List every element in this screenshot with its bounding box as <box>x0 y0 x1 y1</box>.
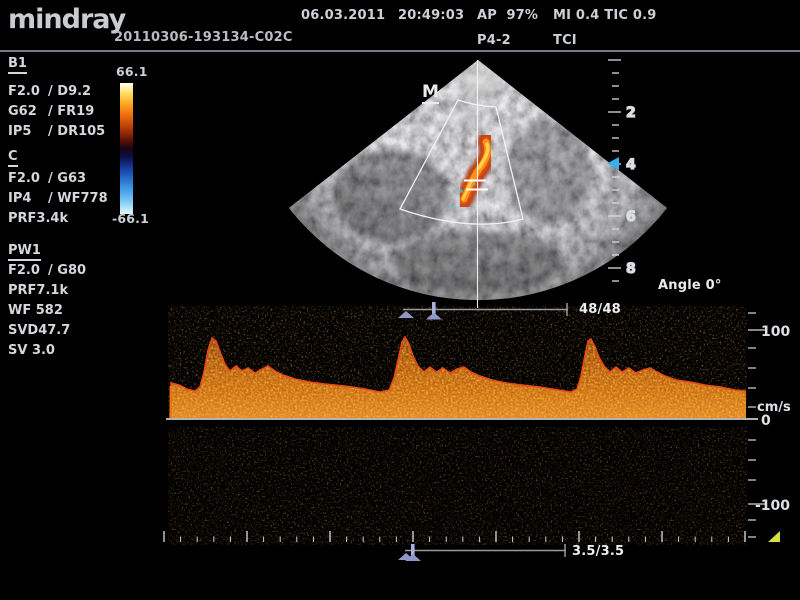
doppler-angle-label: Angle 0° <box>658 278 722 293</box>
frame-scrollbar <box>398 302 568 320</box>
sweep-position-arrow <box>768 531 780 542</box>
color-roi-box[interactable] <box>399 99 524 225</box>
cine-counter: 3.5/3.5 <box>572 544 625 559</box>
depth-label: 8 <box>626 261 636 277</box>
auto-trace-line <box>169 335 747 418</box>
color-scale-min: -66.1 <box>112 211 150 226</box>
c-param-row: F2.0/ G63 <box>8 171 87 186</box>
pw-param-row: F2.0/ G80 <box>8 263 87 278</box>
frame-scroll-handle[interactable] <box>432 302 436 317</box>
pw-param-row: SVD47.7 <box>8 323 71 338</box>
color-scale-bar <box>120 83 133 214</box>
color-mode-title: C <box>8 149 18 167</box>
b-param-row: F2.0/ D9.2 <box>8 84 92 99</box>
time-ruler <box>163 531 746 542</box>
pw-param-row: SV 3.0 <box>8 343 55 358</box>
velocity-unit-label: cm/s <box>757 400 791 415</box>
sample-volume-gate[interactable] <box>464 179 488 191</box>
b-mode-title: B1 <box>8 56 27 74</box>
frame-scroll-marker[interactable] <box>398 311 414 318</box>
orientation-mark: M <box>422 82 440 104</box>
frame-counter: 48/48 <box>579 302 621 317</box>
b-param-row: IP5/ DR105 <box>8 124 106 139</box>
spectral-display: 100 0 -100 cm/s <box>163 306 791 545</box>
velocity-label: -100 <box>755 498 790 514</box>
pw-param-row: PRF7.1k <box>8 283 69 298</box>
c-param-row: PRF3.4k <box>8 211 69 226</box>
imaging-mode: TCI <box>553 33 577 48</box>
exam-id: 20110306-193134-C02C <box>114 30 293 45</box>
depth-label: 2 <box>626 105 636 121</box>
cine-scroll-handle[interactable] <box>411 544 415 558</box>
mi-ti-indices: MI 0.4 TIC 0.9 <box>553 8 657 23</box>
exam-date: 06.03.2011 <box>301 8 386 23</box>
b-param-row: G62/ FR19 <box>8 104 95 119</box>
depth-label: 6 <box>626 209 636 225</box>
depth-scale: 2 4 6 8 <box>608 59 637 282</box>
acoustic-power: AP 97% <box>477 8 539 23</box>
mindray-logo: mindray <box>8 4 126 35</box>
color-scale-max: 66.1 <box>116 64 148 79</box>
header-separator <box>0 50 800 52</box>
velocity-scale <box>748 312 765 538</box>
focus-marker[interactable] <box>607 157 619 170</box>
exam-time: 20:49:03 <box>398 8 465 23</box>
velocity-label: 0 <box>761 413 771 429</box>
probe-model: P4-2 <box>477 33 511 48</box>
c-param-row: IP4/ WF778 <box>8 191 108 206</box>
cine-scrollbar <box>398 544 566 561</box>
velocity-label: 100 <box>761 324 790 340</box>
depth-label: 4 <box>626 157 636 173</box>
pw-param-row: WF 582 <box>8 303 63 318</box>
pw-mode-title: PW1 <box>8 243 41 261</box>
cine-scroll-handle-base[interactable] <box>405 554 421 561</box>
frame-scroll-handle-base[interactable] <box>426 312 442 320</box>
